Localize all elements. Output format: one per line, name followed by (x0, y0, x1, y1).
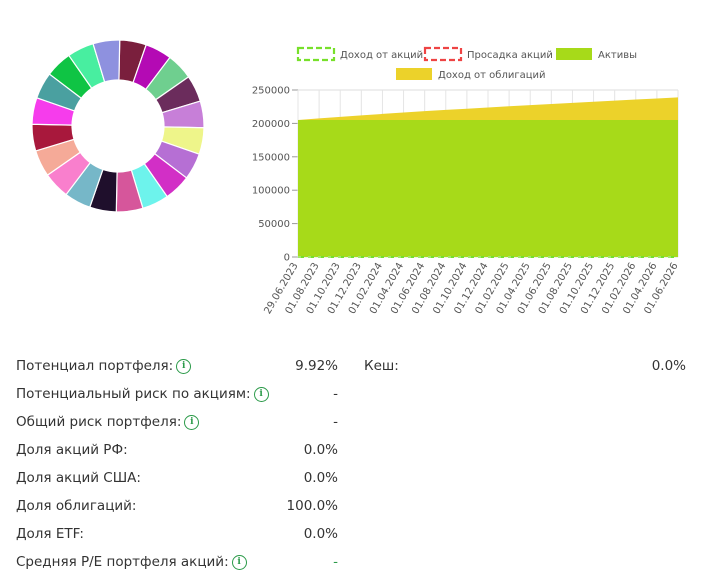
stat-row: Средняя P/E портфеля акций: i - (16, 548, 338, 576)
portfolio-donut-chart (31, 39, 205, 213)
stat-label: Потенциальный риск по акциям: i (16, 386, 269, 402)
stat-row: Доля акций США: 0.0% (16, 464, 338, 492)
stat-label: Средняя P/E портфеля акций: i (16, 554, 247, 570)
info-icon[interactable]: i (176, 358, 192, 374)
x-axis: 29.06.202301.08.202301.10.202301.12.2023… (262, 261, 680, 316)
stat-value: - (333, 554, 338, 570)
stat-label-text: Общий риск портфеля: (16, 414, 182, 430)
y-tick-label: 100000 (252, 186, 290, 197)
stat-label-text: Средняя P/E портфеля акций: (16, 554, 229, 570)
cash-value: 0.0% (651, 358, 686, 374)
stat-value: - (333, 386, 338, 402)
legend-label: Доход от акций (340, 50, 423, 61)
legend-item-3[interactable]: Активы (556, 48, 637, 61)
y-tick-label: 150000 (252, 152, 290, 163)
stat-label: Доля акций РФ: (16, 442, 128, 458)
donut-slice-20[interactable] (92, 39, 121, 83)
stat-value: 0.0% (303, 470, 338, 486)
stat-label-text: Доля акций РФ: (16, 442, 128, 458)
cash-label: Кеш: (364, 358, 399, 374)
stat-row: Доля ETF: 0.0% (16, 520, 338, 548)
stat-value: 9.92% (295, 358, 338, 374)
area-bond-income (298, 97, 678, 121)
stat-row: Доля акций РФ: 0.0% (16, 436, 338, 464)
stat-row: Потенциал портфеля: i 9.92% (16, 352, 338, 380)
stat-label: Доля акций США: (16, 470, 141, 486)
y-tick-label: 200000 (252, 119, 290, 130)
portfolio-area-chart: Доход от акций Просадка акций Активы Доход … (252, 46, 681, 316)
legend-item-2[interactable]: Просадка акций (423, 46, 553, 62)
stat-label: Доля ETF: (16, 526, 84, 542)
y-tick-label: 250000 (252, 86, 290, 97)
cash-row: Кеш: 0.0% (364, 352, 686, 380)
legend-item-1[interactable]: Доход от акций (296, 46, 423, 62)
stat-label: Доля облигаций: (16, 498, 137, 514)
stat-label-text: Доля акций США: (16, 470, 141, 486)
legend-label: Активы (598, 50, 637, 61)
stat-value: 0.0% (303, 526, 338, 542)
legend-item-4[interactable]: Доход от облигаций (396, 68, 546, 81)
y-tick-label: 0 (284, 253, 290, 264)
portfolio-stats: Потенциал портфеля: i 9.92% Потенциальный р… (16, 352, 338, 576)
stat-value: - (333, 414, 338, 430)
stat-value: 0.0% (303, 442, 338, 458)
stat-label: Общий риск портфеля: i (16, 414, 200, 430)
stat-label-text: Потенциальный риск по акциям: (16, 386, 251, 402)
stat-row: Потенциальный риск по акциям: i - (16, 380, 338, 408)
legend-label: Доход от облигаций (438, 70, 546, 81)
info-icon[interactable]: i (253, 386, 269, 402)
stat-label-text: Потенциал портфеля: (16, 358, 174, 374)
stat-label-text: Доля ETF: (16, 526, 84, 542)
stat-label-text: Доля облигаций: (16, 498, 137, 514)
stat-row: Доля облигаций: 100.0% (16, 492, 338, 520)
info-icon[interactable]: i (184, 414, 200, 430)
y-tick-label: 50000 (258, 219, 290, 230)
area-assets (298, 120, 678, 257)
chart-legend: Доход от акций Просадка акций Активы Доход … (296, 46, 637, 81)
info-icon[interactable]: i (231, 554, 247, 570)
legend-label: Просадка акций (467, 50, 553, 61)
stat-label: Потенциал портфеля: i (16, 358, 192, 374)
stat-value: 100.0% (286, 498, 338, 514)
stat-row: Общий риск портфеля: i - (16, 408, 338, 436)
